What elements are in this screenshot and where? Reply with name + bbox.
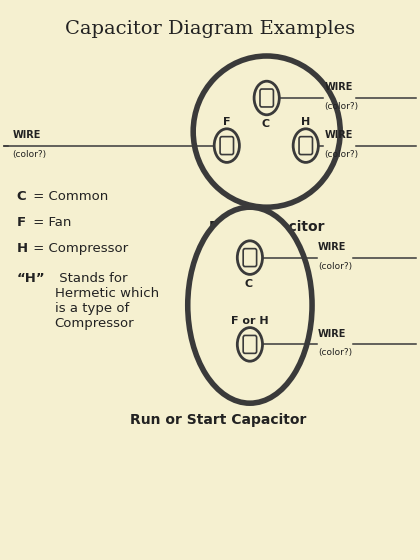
Text: (color?): (color?) [324, 102, 358, 111]
Text: (color?): (color?) [318, 262, 352, 270]
Circle shape [237, 328, 262, 361]
Text: (color?): (color?) [13, 150, 47, 158]
FancyBboxPatch shape [243, 335, 257, 353]
Text: F or H: F or H [231, 316, 269, 326]
Text: F: F [17, 216, 26, 228]
Text: WIRE: WIRE [13, 130, 41, 140]
Circle shape [254, 81, 279, 115]
FancyBboxPatch shape [260, 89, 273, 107]
Text: = Common: = Common [29, 190, 109, 203]
Text: C: C [17, 190, 26, 203]
Text: C: C [262, 119, 270, 129]
Ellipse shape [193, 56, 340, 207]
Text: = Compressor: = Compressor [29, 242, 129, 255]
Text: (color?): (color?) [318, 348, 352, 357]
Text: WIRE: WIRE [324, 82, 353, 92]
Text: Run or Start Capacitor: Run or Start Capacitor [130, 413, 307, 427]
Text: H: H [17, 242, 28, 255]
Text: H: H [301, 117, 310, 127]
Text: Stands for
Hermetic which
is a type of
Compressor: Stands for Hermetic which is a type of C… [55, 272, 159, 330]
Text: F: F [223, 117, 231, 127]
Text: “H”: “H” [17, 272, 45, 284]
Circle shape [237, 241, 262, 274]
FancyBboxPatch shape [299, 137, 312, 155]
FancyBboxPatch shape [220, 137, 234, 155]
Text: (color?): (color?) [324, 150, 358, 158]
Ellipse shape [188, 207, 312, 403]
FancyBboxPatch shape [243, 249, 257, 267]
Text: WIRE: WIRE [318, 242, 346, 252]
Circle shape [293, 129, 318, 162]
Circle shape [214, 129, 239, 162]
Text: Dual Capacitor: Dual Capacitor [209, 220, 325, 234]
Text: WIRE: WIRE [318, 329, 346, 339]
Text: WIRE: WIRE [324, 130, 353, 140]
Text: C: C [245, 279, 253, 289]
Text: = Fan: = Fan [29, 216, 72, 228]
Text: Capacitor Diagram Examples: Capacitor Diagram Examples [65, 20, 355, 38]
